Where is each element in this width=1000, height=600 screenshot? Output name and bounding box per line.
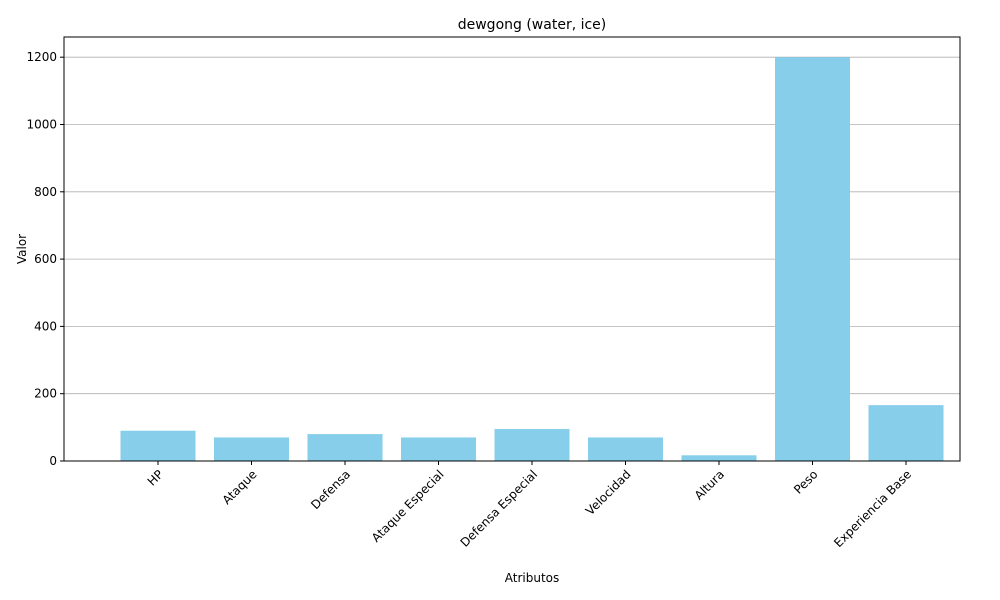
y-tick-label: 0	[49, 454, 57, 468]
x-axis-label: Atributos	[505, 571, 560, 585]
bar-ataque	[214, 437, 289, 461]
bars	[120, 57, 944, 461]
bar-peso	[775, 57, 850, 461]
plot-frame	[63, 36, 961, 462]
y-tick-label: 1200	[26, 50, 57, 64]
y-tick-label: 200	[34, 387, 57, 401]
y-tick-label: 1000	[26, 117, 57, 131]
y-tick-label: 800	[34, 185, 57, 199]
bar-experiencia-base	[868, 405, 944, 461]
y-tick-label: 600	[34, 252, 57, 266]
bar-hp	[120, 430, 196, 461]
bar-defensa-especial	[494, 429, 570, 461]
bar-velocidad	[588, 437, 663, 461]
y-tick-label: 400	[34, 319, 57, 333]
bar-defensa	[307, 434, 383, 461]
bar-altura	[681, 455, 757, 461]
y-axis-label: Valor	[15, 234, 29, 264]
bar-ataque-especial	[401, 437, 476, 461]
axes	[63, 36, 961, 462]
chart-title: dewgong (water, ice)	[458, 17, 607, 33]
y-ticks: 0 200 400 600 800 1000 1200	[26, 50, 64, 468]
